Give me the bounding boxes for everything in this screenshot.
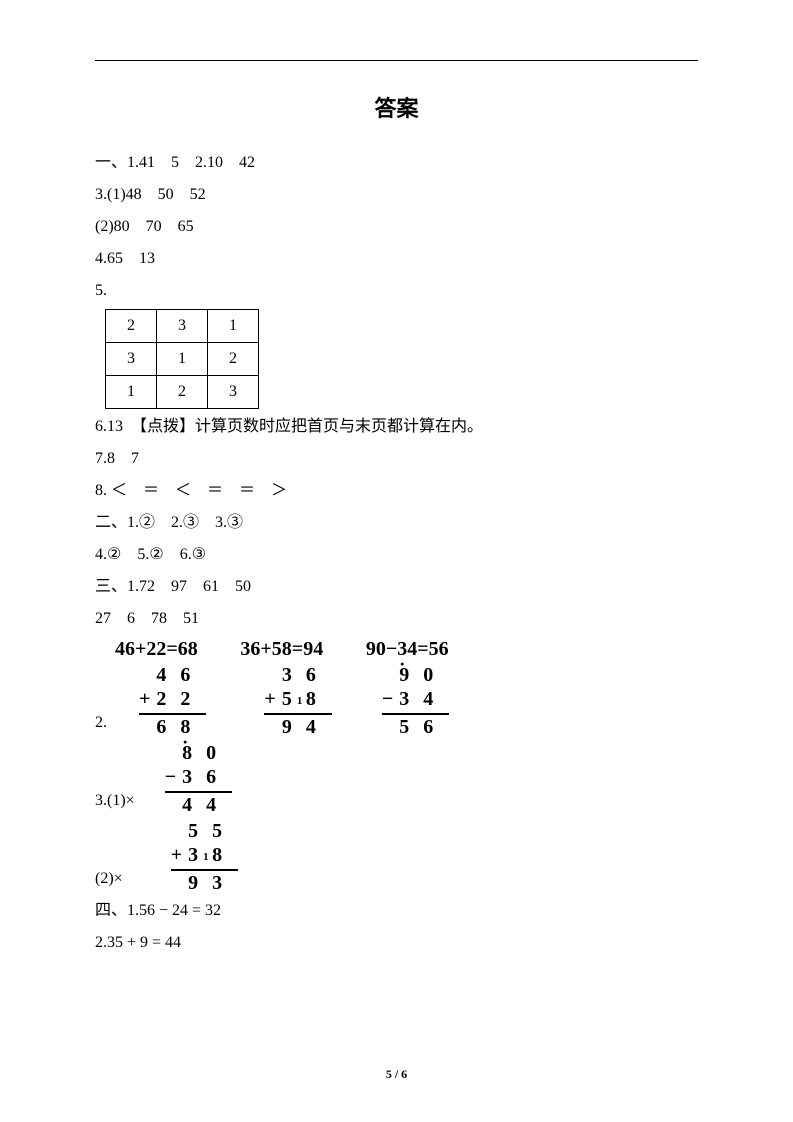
calc-1: 46+22=68 46 +22 68 xyxy=(115,637,206,739)
s4-line2: 2.35 + 9 = 44 xyxy=(95,927,698,959)
page-title: 答案 xyxy=(95,91,698,123)
calc-row-2: 2. 46+22=68 46 +22 68 36+58=94 36 +58 94 xyxy=(95,637,698,739)
calc-2: 36+58=94 36 +58 94 xyxy=(240,637,331,739)
table-row: 3 1 2 xyxy=(106,343,259,376)
vertical-calc: 80 −36 44 xyxy=(165,741,232,817)
q2-prefix: 2. xyxy=(95,707,107,739)
cell: 3 xyxy=(157,310,208,343)
calc-3: 90−34=56 90 −34 56 xyxy=(366,637,449,739)
s1-line8: 8. ＜ ＝ ＜ ＝ ＝ ＞ xyxy=(95,475,698,507)
q3-2-prefix: (2)× xyxy=(95,863,123,895)
cell: 2 xyxy=(157,376,208,409)
cell: 3 xyxy=(106,343,157,376)
calc-row-3-1: 3.(1)× 80 −36 44 xyxy=(95,741,698,817)
calc-row-3-2: (2)× 55 +38 93 xyxy=(95,819,698,895)
vertical-calc: 55 +38 93 xyxy=(171,819,238,895)
s4-line1: 四、1.56 − 24 = 32 xyxy=(95,895,698,927)
s1-line4: 4.65 13 xyxy=(95,243,698,275)
calc-5: 55 +38 93 xyxy=(171,819,238,895)
cell: 2 xyxy=(106,310,157,343)
page-number: 5 / 6 xyxy=(0,1067,793,1082)
s1-line6: 6.13 【点拨】计算页数时应把首页与末页都计算在内。 xyxy=(95,411,698,443)
s3-line2: 27 6 78 51 xyxy=(95,603,698,635)
answer-table: 2 3 1 3 1 2 1 2 3 xyxy=(105,309,259,409)
s1-line2: 3.(1)48 50 52 xyxy=(95,179,698,211)
cell: 1 xyxy=(208,310,259,343)
calc-4: 80 −36 44 xyxy=(165,741,232,817)
cell: 1 xyxy=(106,376,157,409)
top-rule xyxy=(95,60,698,61)
s1-line5-prefix: 5. xyxy=(95,275,698,307)
table-row: 2 3 1 xyxy=(106,310,259,343)
page: 答案 一、1.41 5 2.10 42 3.(1)48 50 52 (2)80 … xyxy=(0,0,793,1122)
vertical-calc: 36 +58 94 xyxy=(264,663,331,739)
calc-group: 46+22=68 46 +22 68 36+58=94 36 +58 94 90… xyxy=(107,637,449,739)
vertical-calc: 90 −34 56 xyxy=(382,663,449,739)
s1-line1: 一、1.41 5 2.10 42 xyxy=(95,147,698,179)
cell: 2 xyxy=(208,343,259,376)
table-row: 1 2 3 xyxy=(106,376,259,409)
vertical-calc: 46 +22 68 xyxy=(139,663,206,739)
cell: 1 xyxy=(157,343,208,376)
s1-line7: 7.8 7 xyxy=(95,443,698,475)
calc-eq: 36+58=94 xyxy=(240,637,331,661)
cell: 3 xyxy=(208,376,259,409)
s2-line2: 4.② 5.② 6.③ xyxy=(95,539,698,571)
calc-eq: 46+22=68 xyxy=(115,637,206,661)
s2-line1: 二、1.② 2.③ 3.③ xyxy=(95,507,698,539)
q3-1-prefix: 3.(1)× xyxy=(95,785,135,817)
s1-line3: (2)80 70 65 xyxy=(95,211,698,243)
s3-line1: 三、1.72 97 61 50 xyxy=(95,571,698,603)
